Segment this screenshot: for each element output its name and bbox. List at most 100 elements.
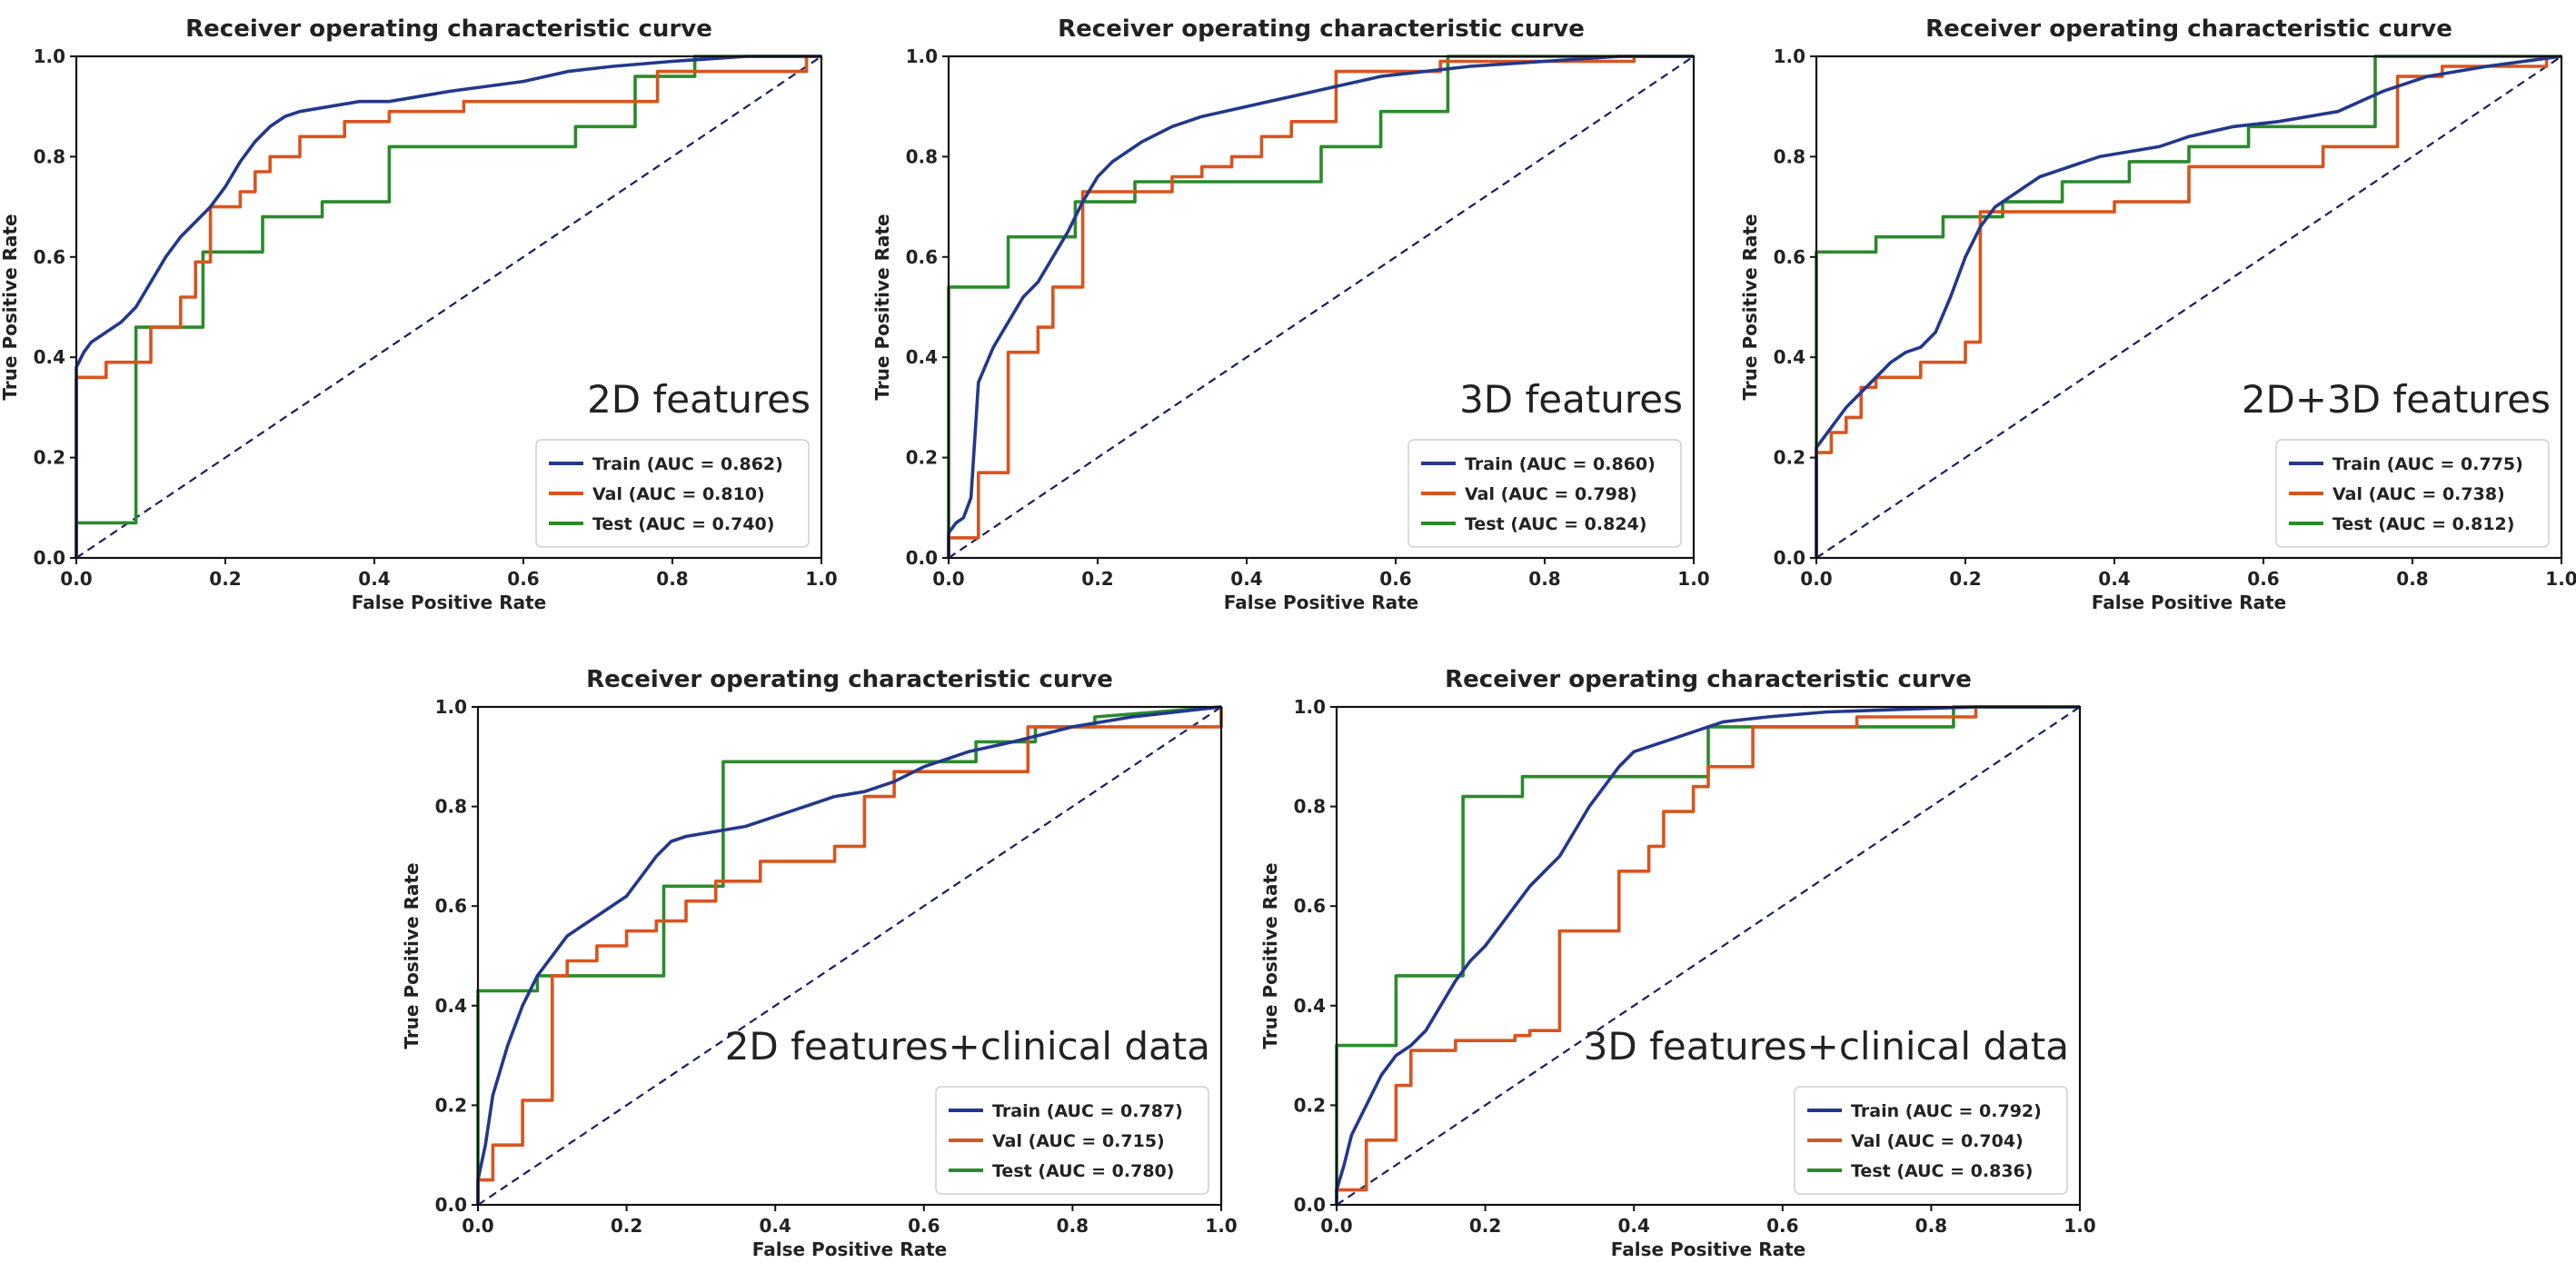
legend-box (935, 1086, 1209, 1195)
x-tick-label: 0.0 (1320, 1215, 1352, 1237)
y-tick-label: 1.0 (435, 696, 467, 718)
x-tick-label: 0.2 (209, 568, 241, 590)
panel-label: 3D features+clinical data (1584, 1024, 2069, 1069)
train-roc-curve (1335, 705, 2080, 1205)
x-tick-label: 0.2 (611, 1215, 642, 1237)
x-tick-label: 0.8 (1915, 1215, 1947, 1237)
x-tick-label: 0.0 (462, 1215, 493, 1237)
y-tick-label: 0.0 (1774, 547, 1805, 569)
y-tick-label: 1.0 (906, 45, 938, 67)
x-tick-label: 0.6 (908, 1215, 940, 1237)
train-legend-label: Train (AUC = 0.862) (592, 454, 783, 474)
roc-chart-2d-features: Receiver operating characteristic curve 0… (0, 15, 838, 613)
legend: Train (AUC = 0.787) Val (AUC = 0.715) Test… (935, 1086, 1209, 1195)
legend: Train (AUC = 0.860) Val (AUC = 0.798) Test… (1407, 439, 1682, 548)
test-legend-label: Test (AUC = 0.824) (1465, 514, 1646, 534)
y-tick-label: 0.4 (1774, 346, 1805, 368)
y-tick-label: 0.4 (34, 346, 65, 368)
y-tick-label: 1.0 (1774, 45, 1805, 67)
chart-title: Receiver operating characteristic curve (185, 15, 712, 43)
val-roc-curve (1815, 56, 2549, 558)
x-tick-label: 0.8 (656, 568, 688, 590)
panel-label: 2D features (587, 377, 811, 422)
panel-label: 2D features+clinical data (725, 1024, 1210, 1069)
y-tick-label: 0.8 (1294, 796, 1326, 818)
plot-frame (947, 55, 1696, 560)
train-legend-label: Train (AUC = 0.775) (2332, 454, 2523, 474)
y-axis-label: True Positive Rate (1259, 862, 1281, 1049)
y-tick-label: 0.4 (435, 995, 467, 1017)
val-roc-curve (947, 56, 1636, 558)
test-legend-label: Test (AUC = 0.836) (1851, 1161, 2033, 1181)
val-legend-label: Val (AUC = 0.704) (1851, 1131, 2024, 1151)
y-tick-label: 0.2 (435, 1094, 467, 1116)
test-legend-label: Test (AUC = 0.740) (592, 514, 774, 534)
legend-box (1794, 1086, 2068, 1195)
x-tick-label: 0.6 (2247, 568, 2279, 590)
y-tick-label: 0.2 (906, 447, 938, 469)
train-legend-label: Train (AUC = 0.792) (1851, 1101, 2042, 1121)
val-legend-label: Val (AUC = 0.798) (1465, 484, 1637, 504)
x-tick-label: 0.4 (759, 1215, 791, 1237)
chart-title: Receiver operating characteristic curve (1925, 15, 2452, 43)
x-tick-label: 0.0 (1800, 568, 1832, 590)
test-legend-label: Test (AUC = 0.812) (2332, 514, 2514, 534)
y-axis-label: True Positive Rate (0, 214, 21, 400)
x-tick-label: 0.2 (1081, 568, 1113, 590)
y-tick-label: 1.0 (1294, 696, 1326, 718)
test-roc-curve (75, 55, 821, 558)
plot-frame (75, 55, 823, 560)
y-tick-label: 0.0 (906, 547, 938, 569)
chart-title: Receiver operating characteristic curve (1058, 15, 1585, 43)
val-legend-label: Val (AUC = 0.738) (2332, 484, 2505, 504)
y-tick-label: 0.8 (906, 145, 938, 167)
y-tick-label: 0.2 (1774, 447, 1805, 469)
y-tick-label: 0.6 (1774, 246, 1805, 268)
train-roc-curve (75, 55, 821, 558)
legend: Train (AUC = 0.792) Val (AUC = 0.704) Test… (1794, 1086, 2068, 1195)
y-tick-label: 0.2 (34, 447, 65, 469)
y-axis-label: True Positive Rate (401, 862, 423, 1049)
y-tick-label: 0.0 (1294, 1194, 1326, 1216)
legend-box (1407, 439, 1682, 548)
x-tick-label: 0.4 (1230, 568, 1262, 590)
y-tick-label: 0.6 (906, 246, 938, 268)
y-tick-label: 0.6 (1294, 895, 1326, 917)
x-tick-label: 1.0 (2545, 568, 2576, 590)
val-legend-label: Val (AUC = 0.810) (592, 484, 765, 504)
train-legend-label: Train (AUC = 0.787) (992, 1101, 1183, 1121)
train-legend-label: Train (AUC = 0.860) (1465, 454, 1656, 474)
x-tick-label: 1.0 (1205, 1215, 1237, 1237)
x-tick-label: 0.6 (1379, 568, 1411, 590)
y-tick-label: 0.8 (34, 145, 65, 167)
val-legend-label: Val (AUC = 0.715) (992, 1131, 1165, 1151)
y-tick-label: 0.2 (1294, 1094, 1326, 1116)
plot-frame (1335, 705, 2082, 1207)
val-roc-curve (75, 56, 809, 558)
y-tick-label: 0.8 (1774, 145, 1805, 167)
x-axis-label: False Positive Rate (352, 592, 546, 613)
panel-label: 3D features (1459, 377, 1683, 422)
train-roc-curve (476, 705, 1222, 1205)
roc-chart-2d-features-clinical: Receiver operating characteristic curve 0… (401, 666, 1238, 1260)
y-axis-label: True Positive Rate (1739, 214, 1761, 400)
x-tick-label: 0.8 (1528, 568, 1560, 590)
test-roc-curve (947, 55, 1694, 558)
y-tick-label: 0.8 (435, 796, 467, 818)
x-axis-label: False Positive Rate (752, 1238, 947, 1260)
x-tick-label: 0.8 (2396, 568, 2428, 590)
x-tick-label: 0.6 (1766, 1215, 1798, 1237)
test-roc-curve (1335, 705, 2080, 1205)
x-tick-label: 0.0 (60, 568, 92, 590)
roc-chart-3d-features-clinical: Receiver operating characteristic curve 0… (1259, 666, 2096, 1260)
plot-frame (476, 705, 1223, 1207)
test-legend-label: Test (AUC = 0.780) (992, 1161, 1174, 1181)
x-tick-label: 0.0 (932, 568, 964, 590)
y-tick-label: 0.4 (1294, 995, 1326, 1017)
x-tick-label: 1.0 (2064, 1215, 2095, 1237)
panel-label: 2D+3D features (2242, 377, 2551, 422)
x-axis-label: False Positive Rate (2092, 592, 2286, 613)
x-tick-label: 0.4 (1617, 1215, 1649, 1237)
train-roc-curve (1815, 55, 2562, 558)
roc-chart-3d-features: Receiver operating characteristic curve 0… (871, 15, 1710, 613)
